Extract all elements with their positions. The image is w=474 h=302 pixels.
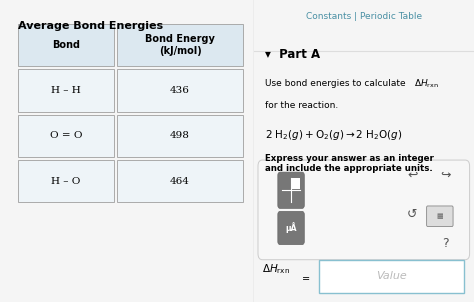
- Text: for the reaction.: for the reaction.: [264, 101, 338, 110]
- Text: Express your answer as an integer
and include the appropriate units.: Express your answer as an integer and in…: [264, 154, 434, 173]
- Text: $\Delta H_{\mathrm{rxn}}$: $\Delta H_{\mathrm{rxn}}$: [263, 262, 291, 276]
- Text: Constants | Periodic Table: Constants | Periodic Table: [306, 12, 422, 21]
- Text: μÅ: μÅ: [285, 223, 297, 233]
- Text: Use bond energies to calculate: Use bond energies to calculate: [264, 79, 408, 88]
- Text: $2\ \mathrm{H_2}(g) + \mathrm{O_2}(g) \rightarrow 2\ \mathrm{H_2O}(g)$: $2\ \mathrm{H_2}(g) + \mathrm{O_2}(g) \r…: [264, 128, 402, 142]
- Text: ▦: ▦: [437, 213, 443, 219]
- FancyBboxPatch shape: [117, 160, 244, 202]
- Text: ▾  Part A: ▾ Part A: [264, 48, 320, 61]
- Text: 464: 464: [170, 177, 190, 186]
- FancyBboxPatch shape: [117, 115, 244, 157]
- FancyBboxPatch shape: [278, 172, 304, 208]
- FancyBboxPatch shape: [292, 178, 300, 189]
- Text: Value: Value: [376, 271, 407, 281]
- FancyBboxPatch shape: [117, 69, 244, 112]
- FancyBboxPatch shape: [18, 24, 114, 66]
- FancyBboxPatch shape: [18, 69, 114, 112]
- FancyBboxPatch shape: [117, 24, 244, 66]
- Text: H – O: H – O: [51, 177, 81, 186]
- FancyBboxPatch shape: [427, 206, 453, 226]
- FancyBboxPatch shape: [18, 115, 114, 157]
- Text: ↪: ↪: [440, 169, 451, 182]
- Text: =: =: [302, 274, 310, 284]
- FancyBboxPatch shape: [319, 260, 464, 293]
- Text: 436: 436: [170, 86, 190, 95]
- Text: O = O: O = O: [50, 131, 82, 140]
- Text: Bond: Bond: [52, 40, 80, 50]
- Text: H – H: H – H: [51, 86, 81, 95]
- Text: ↺: ↺: [407, 208, 418, 221]
- Text: ?: ?: [442, 236, 449, 250]
- Text: Bond Energy
(kJ/mol): Bond Energy (kJ/mol): [145, 34, 215, 56]
- FancyBboxPatch shape: [18, 160, 114, 202]
- Text: ↩: ↩: [407, 169, 418, 182]
- Text: $\Delta H_{\mathrm{rxn}}$: $\Delta H_{\mathrm{rxn}}$: [414, 77, 439, 89]
- Text: Average Bond Energies: Average Bond Energies: [18, 21, 163, 31]
- FancyBboxPatch shape: [278, 211, 304, 245]
- FancyBboxPatch shape: [258, 160, 470, 260]
- Text: 498: 498: [170, 131, 190, 140]
